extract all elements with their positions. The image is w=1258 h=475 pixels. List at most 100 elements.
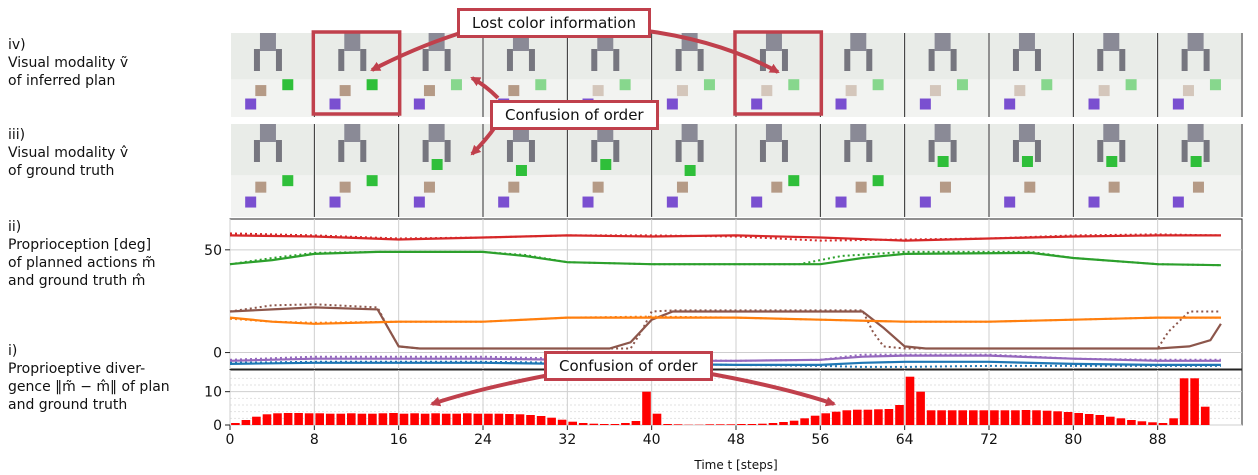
callout-lost-color: Lost color information (457, 8, 652, 38)
truth-frame-5 (568, 124, 653, 217)
gripper-arm (1018, 33, 1035, 51)
truth-frame-12 (1158, 124, 1243, 217)
frame-table (399, 175, 482, 217)
gripper-finger-left (506, 140, 513, 162)
gripper-arm (1187, 33, 1204, 51)
gripper-arm (1187, 124, 1204, 142)
gripper-finger-left (759, 140, 766, 162)
row-label-ii-line-2: Proprioception [deg] (8, 237, 152, 253)
arrow-order-bottom-right (699, 370, 836, 407)
divergence-bar (1053, 411, 1062, 425)
divergence-bar (473, 413, 483, 425)
frame-table (652, 175, 735, 217)
frame-table (315, 175, 398, 217)
ground-truth-frames (231, 124, 1243, 217)
divergence-bar (726, 424, 736, 425)
beige-cube (508, 85, 520, 97)
green-cube (788, 175, 800, 187)
inferred-frame-8 (821, 33, 906, 117)
series-red-planned (229, 234, 1221, 242)
proprioception-ytick-label: 0 (213, 346, 222, 362)
gripper-finger-left (675, 49, 682, 71)
gripper-arm (428, 124, 445, 142)
truth-frame-1 (231, 124, 315, 217)
divergence-bar (431, 413, 440, 425)
gripper-finger-right (950, 49, 957, 71)
row-label-iv: iv) Visual modality ṽ of inferred plan (8, 36, 128, 90)
green-cube (703, 79, 715, 91)
gripper-finger-left (844, 140, 851, 162)
divergence-bar (1095, 415, 1105, 425)
inferred-plan-frames (231, 30, 1243, 117)
purple-cube (835, 196, 847, 208)
divergence-bar (800, 418, 809, 425)
divergence-bar (1106, 416, 1115, 425)
green-cube (937, 156, 949, 167)
divergence-bar (389, 413, 398, 425)
purple-cube (666, 196, 678, 208)
xtick-label: 80 (1064, 432, 1082, 448)
divergence-bar (810, 415, 820, 425)
beige-cube (676, 181, 688, 193)
divergence-bar (441, 413, 451, 425)
beige-cube (939, 181, 951, 193)
divergence-bar (969, 410, 978, 425)
divergence-bar (325, 413, 335, 425)
divergence-bar (758, 423, 767, 425)
xtick-label: 48 (727, 432, 745, 448)
divergence-bar (231, 423, 240, 425)
divergence-bar (315, 413, 324, 425)
divergence-bar (557, 419, 567, 425)
frame-table (737, 175, 820, 217)
beige-cube (592, 85, 604, 97)
divergence-bar (947, 410, 957, 425)
series-green-planned (229, 250, 1221, 267)
divergence-bar (621, 423, 630, 425)
gripper-arm (850, 33, 867, 51)
divergence-bar (378, 413, 388, 425)
divergence-bar (1116, 418, 1126, 425)
divergence-bar (568, 421, 577, 425)
beige-cube (1108, 181, 1120, 193)
truth-frame-4 (484, 124, 568, 217)
truth-frame-7 (737, 124, 821, 217)
green-cube (1021, 156, 1033, 167)
gripper-finger-right (275, 140, 282, 162)
gripper-finger-right (444, 140, 451, 162)
beige-cube (1192, 181, 1204, 193)
gripper-finger-left (506, 49, 513, 71)
gripper-finger-right (1203, 140, 1210, 162)
divergence-bar (262, 414, 272, 425)
divergence-bar (884, 409, 894, 425)
divergence-bar (357, 413, 367, 425)
callout-confusion-order-top: Confusion of order (490, 100, 659, 130)
divergence-bar (905, 376, 915, 425)
gripper-finger-left (1181, 140, 1188, 162)
beige-cube (771, 181, 783, 193)
gripper-finger-right (781, 49, 788, 71)
beige-cube (1182, 85, 1194, 97)
divergence-bar (1190, 378, 1199, 425)
row-label-iv-line-1: iv) (8, 37, 26, 53)
divergence-bar (831, 411, 841, 425)
divergence-bar (283, 413, 293, 425)
arrow-order-bottom-left (430, 371, 561, 407)
divergence-bar (916, 391, 925, 425)
divergence-bar (642, 391, 651, 425)
gripper-finger-right (697, 140, 704, 162)
frame-table (231, 79, 314, 117)
xtick-label: 0 (226, 432, 235, 448)
gripper-finger-right (360, 49, 367, 71)
green-cube (1106, 156, 1118, 167)
divergence-bar (273, 413, 282, 425)
divergence-bar (589, 423, 599, 425)
green-cube (535, 79, 547, 91)
green-cube (366, 79, 378, 91)
frame-table (990, 175, 1073, 217)
gripper-finger-right (950, 140, 957, 162)
divergence-bar (1137, 421, 1147, 425)
divergence-bar (515, 414, 525, 425)
inferred-frame-6 (652, 33, 737, 117)
purple-cube (413, 196, 425, 208)
